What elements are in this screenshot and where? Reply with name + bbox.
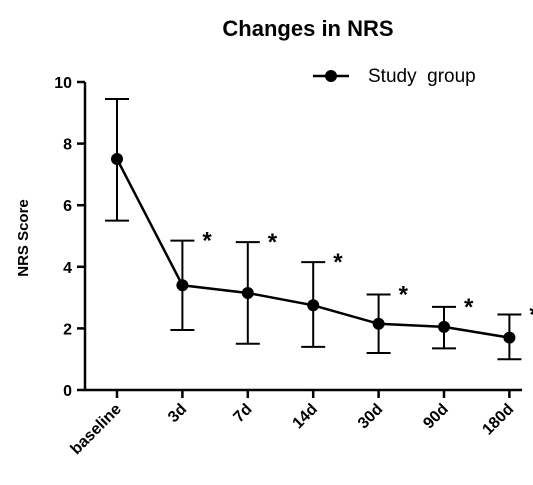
x-tick-label: 3d	[165, 401, 190, 426]
y-tick-label: 4	[63, 260, 72, 277]
x-tick-label: 90d	[420, 401, 452, 433]
axes	[83, 82, 522, 392]
data-point	[176, 279, 189, 292]
legend: Study group	[313, 66, 476, 87]
data-point	[307, 299, 320, 312]
data-points	[111, 153, 516, 344]
legend-label: Study group	[368, 66, 476, 87]
significance-star: *	[399, 282, 409, 309]
y-tick-label: 10	[54, 75, 72, 92]
y-axis-label: NRS Score	[15, 199, 32, 277]
significance-star: *	[268, 229, 278, 256]
x-ticks: baseline 3d 7d 14d 30d 90d 180d	[68, 390, 517, 458]
x-tick-label: 14d	[290, 401, 322, 433]
significance-star: *	[464, 294, 474, 321]
y-ticks: 0 2 4 6 8 10	[54, 75, 85, 400]
y-tick-label: 6	[63, 198, 72, 215]
data-point	[503, 331, 516, 344]
error-bars	[105, 97, 522, 361]
significance-star: *	[202, 228, 212, 255]
y-tick-label: 8	[63, 137, 72, 154]
data-point	[111, 153, 123, 165]
x-tick-label: 7d	[230, 401, 255, 426]
data-point	[438, 320, 450, 333]
legend-marker	[325, 70, 337, 82]
significance-star: *	[529, 302, 533, 329]
significance-star: *	[333, 249, 343, 276]
y-tick-label: 0	[63, 383, 72, 400]
chart-title: Changes in NRS	[222, 16, 393, 41]
x-tick-label: 180d	[479, 401, 517, 439]
y-tick-label: 2	[63, 321, 72, 338]
x-tick-label: 30d	[355, 401, 387, 433]
x-tick-label: baseline	[68, 401, 125, 458]
data-point	[372, 317, 385, 330]
data-point	[241, 286, 254, 299]
significance-markers: * * * * * *	[202, 228, 533, 329]
